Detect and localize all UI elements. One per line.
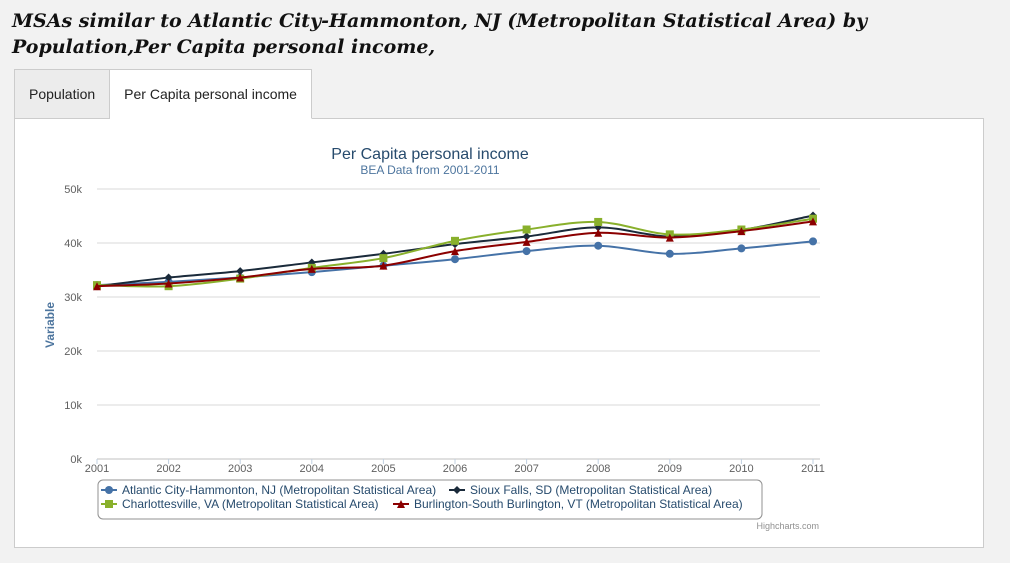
data-point <box>809 237 817 246</box>
x-tick-label: 2011 <box>801 463 825 475</box>
y-tick-label: 40k <box>64 238 82 250</box>
data-point <box>737 227 746 236</box>
data-point <box>379 261 388 270</box>
legend-box <box>97 479 763 520</box>
legend-item[interactable]: Charlottesville, VA (Metropolitan Statis… <box>101 497 379 511</box>
legend-label: Sioux Falls, SD (Metropolitan Statistica… <box>470 483 712 497</box>
tab-bar: Population Per Capita personal income <box>14 69 312 119</box>
legend-label: Atlantic City-Hammonton, NJ (Metropolita… <box>122 483 436 497</box>
y-tick-label: 20k <box>64 346 82 358</box>
x-tick-label: 2005 <box>371 463 395 475</box>
data-point <box>307 264 316 273</box>
data-point <box>665 249 674 258</box>
x-tick-label: 2001 <box>85 463 109 475</box>
legend-marker <box>105 486 113 494</box>
page-title: MSAs similar to Atlantic City-Hammonton,… <box>12 10 868 58</box>
x-tick-label: 2004 <box>300 463 324 475</box>
data-point <box>451 236 459 245</box>
data-point <box>451 247 459 256</box>
x-axis-ticks: 2001 2002 2003 2004 2005 2006 2007 2008 2009 2010… <box>85 459 825 475</box>
data-point <box>379 254 388 263</box>
legend-item[interactable]: Burlington-South Burlington, VT (Metropo… <box>393 497 743 511</box>
legend-item[interactable]: Atlantic City-Hammonton, NJ (Metropolita… <box>101 483 436 497</box>
data-point <box>737 244 746 253</box>
x-tick-label: 2007 <box>514 463 538 475</box>
y-tick-label: 30k <box>64 292 82 304</box>
chart-panel <box>14 118 984 548</box>
chart-title: Per Capita personal income <box>331 146 529 163</box>
grid-lines <box>97 188 820 460</box>
y-axis-title: Variable <box>43 302 57 348</box>
data-point <box>665 233 674 242</box>
x-tick-label: 2008 <box>586 463 610 475</box>
legend-item[interactable]: Sioux Falls, SD (Metropolitan Statistica… <box>449 483 712 497</box>
legend-label: Charlottesville, VA (Metropolitan Statis… <box>122 497 379 511</box>
x-tick-label: 2009 <box>658 463 682 475</box>
series-4 <box>93 217 817 291</box>
chart-subtitle: BEA Data from 2001-2011 <box>360 163 500 177</box>
tab-per-capita-income[interactable]: Per Capita personal income <box>110 69 312 119</box>
data-point <box>809 217 817 226</box>
x-tick-label: 2003 <box>228 463 252 475</box>
data-point <box>594 241 603 250</box>
data-point <box>594 217 603 226</box>
legend-marker <box>397 500 405 508</box>
data-point <box>522 247 531 256</box>
data-point <box>522 237 531 246</box>
y-axis-ticks: 0k 10k 20k 30k 40k 50k <box>64 184 82 466</box>
tab-population[interactable]: Population <box>14 69 111 118</box>
credits-link[interactable]: Highcharts.com <box>756 521 819 531</box>
x-tick-label: 2002 <box>156 463 180 475</box>
data-point <box>522 232 531 241</box>
data-point <box>594 228 603 237</box>
y-tick-label: 50k <box>64 184 82 196</box>
y-tick-label: 10k <box>64 400 82 412</box>
data-point <box>236 273 245 282</box>
data-point <box>93 282 101 291</box>
legend-label: Burlington-South Burlington, VT (Metropo… <box>414 497 743 511</box>
x-tick-label: 2010 <box>729 463 753 475</box>
y-tick-label: 0k <box>70 454 82 466</box>
data-point <box>164 279 173 288</box>
x-tick-label: 2006 <box>443 463 467 475</box>
data-point <box>236 267 245 276</box>
legend-marker <box>105 500 113 508</box>
data-point <box>522 225 531 234</box>
legend-marker <box>453 486 461 494</box>
line-chart: Per Capita personal income BEA Data from… <box>43 146 825 531</box>
legend: Atlantic City-Hammonton, NJ (Metropolita… <box>97 479 763 520</box>
series-group <box>93 211 817 291</box>
data-point <box>164 273 173 282</box>
data-point <box>451 255 459 264</box>
